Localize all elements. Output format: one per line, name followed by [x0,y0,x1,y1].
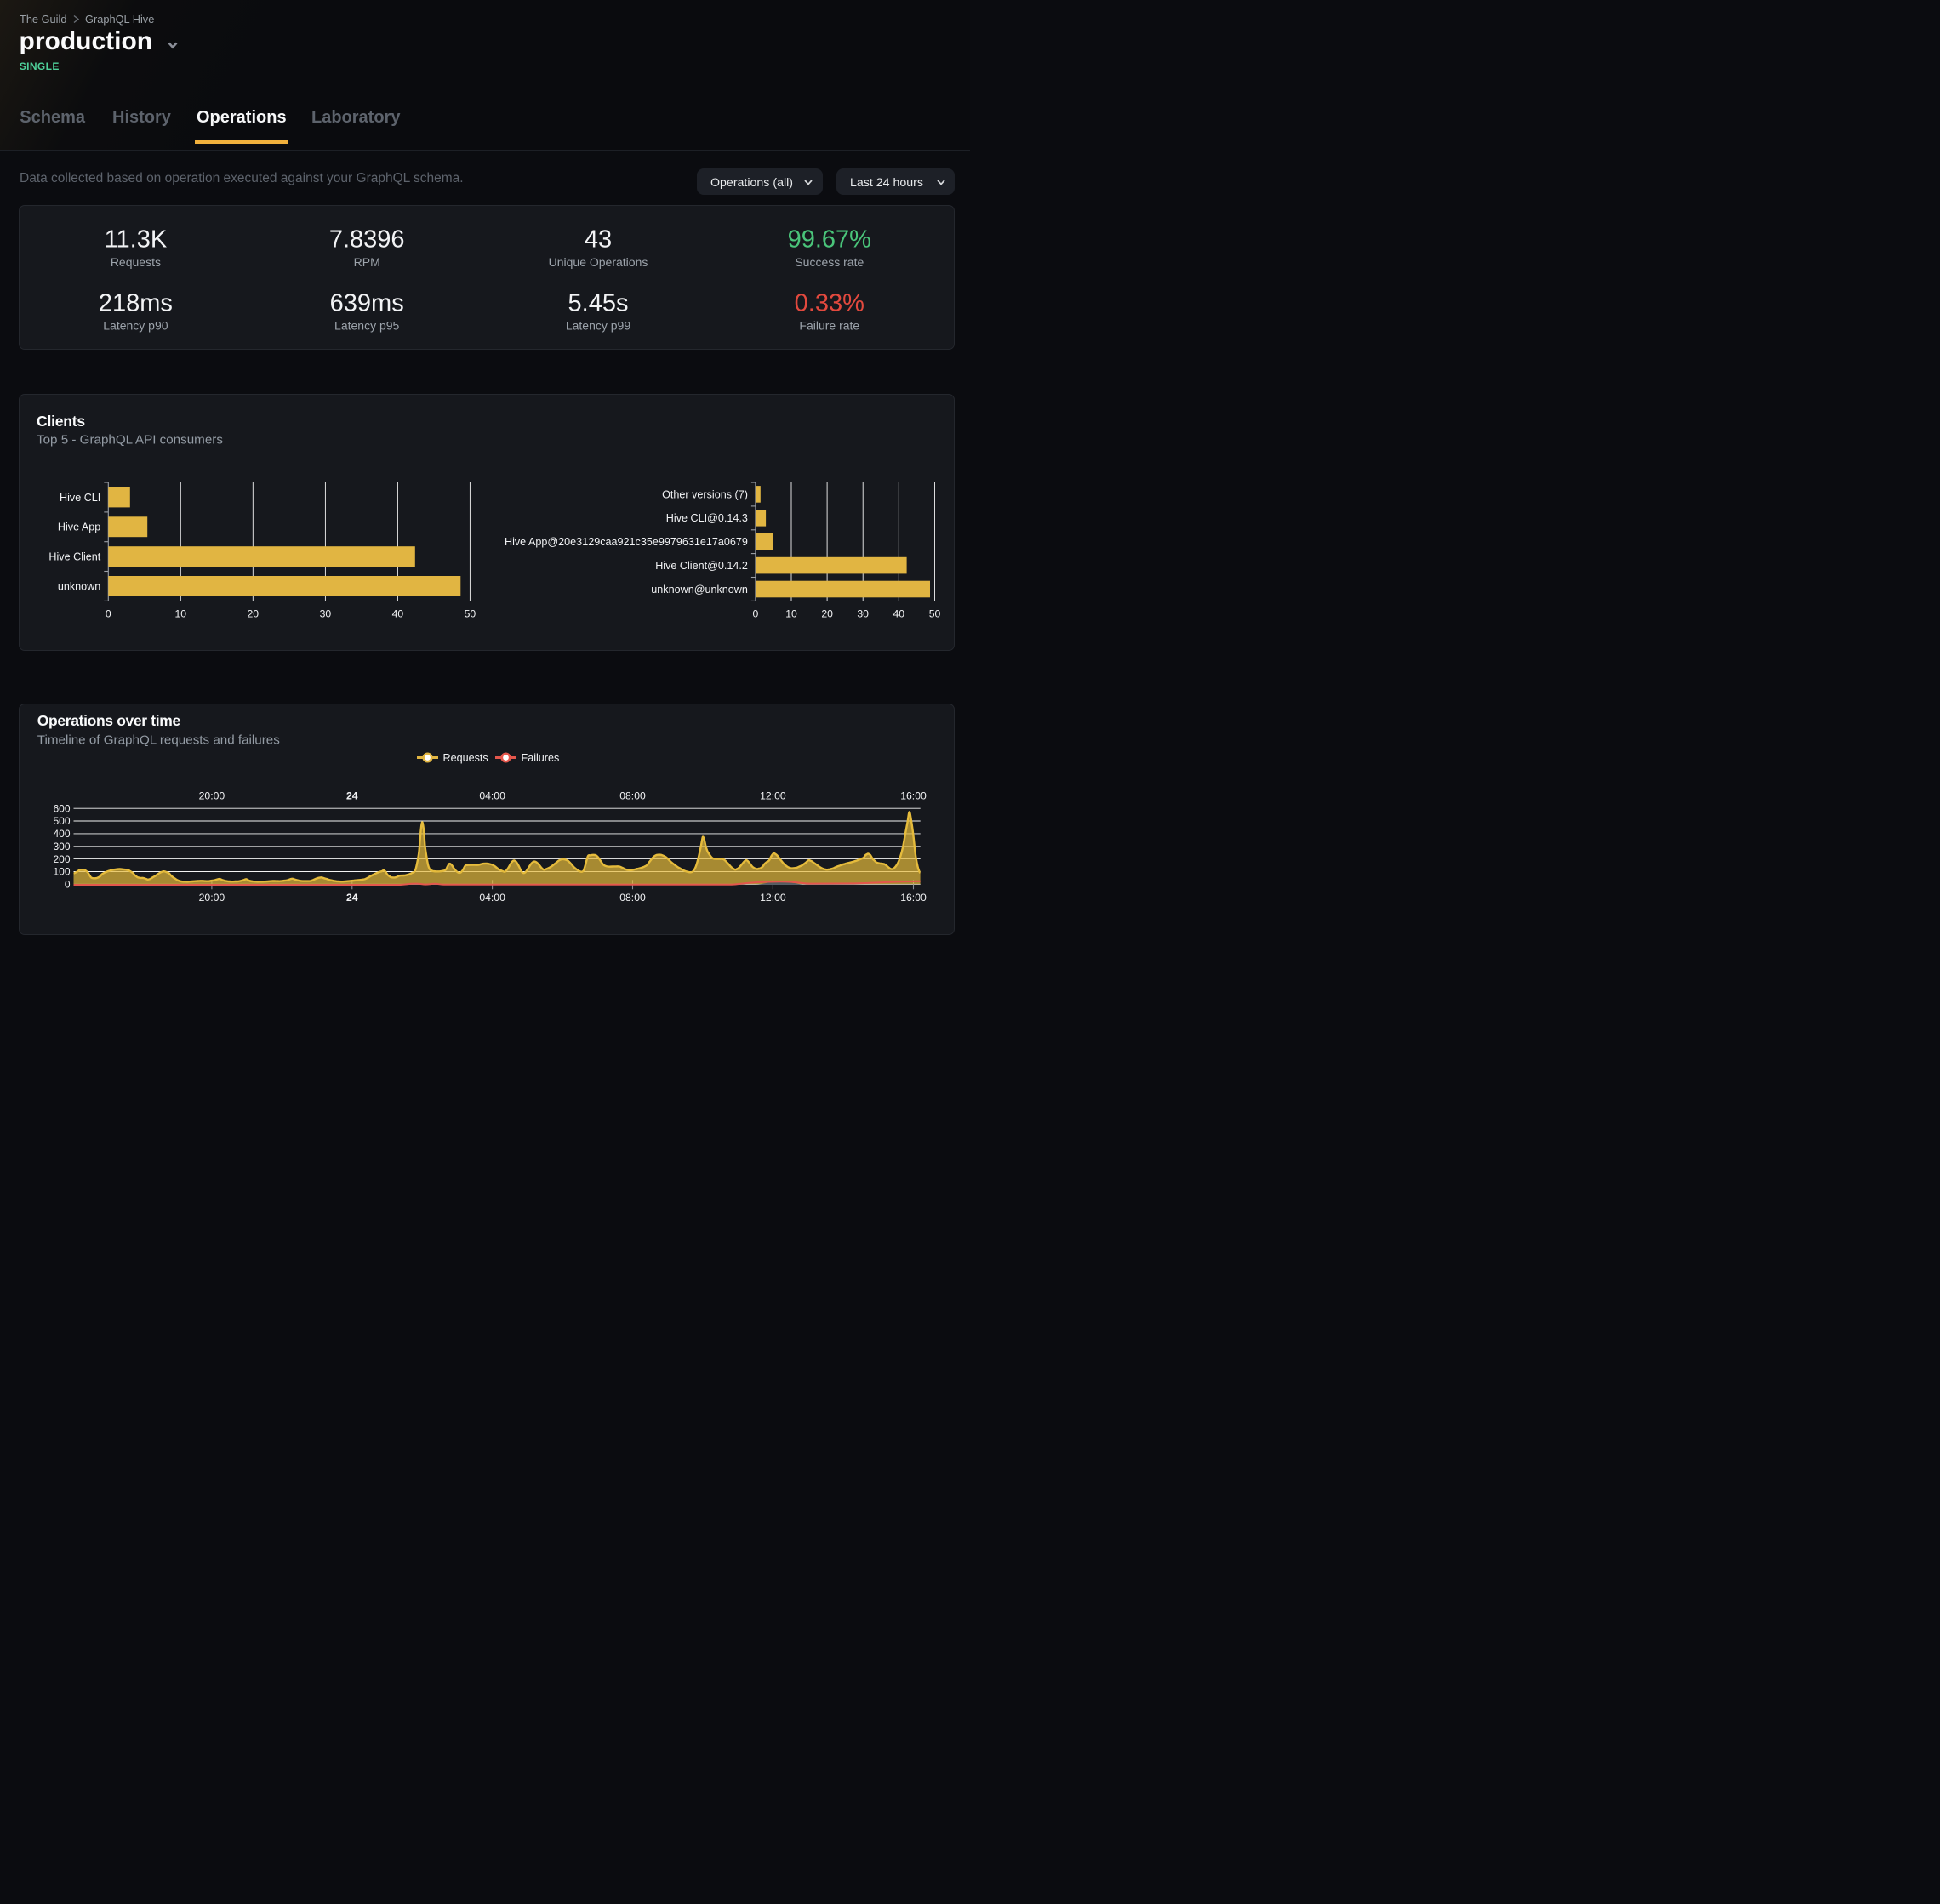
svg-text:12:00: 12:00 [760,892,786,904]
svg-text:12:00: 12:00 [760,790,786,802]
svg-text:0.33%: 0.33% [795,290,864,317]
svg-text:20:00: 20:00 [199,790,225,802]
svg-text:200: 200 [53,853,70,865]
svg-text:600: 600 [53,802,70,814]
svg-text:639ms: 639ms [330,290,404,317]
svg-text:04:00: 04:00 [479,790,505,802]
svg-text:300: 300 [53,841,70,852]
svg-text:08:00: 08:00 [619,892,646,904]
svg-text:Latency p99: Latency p99 [566,319,630,333]
svg-text:99.67%: 99.67% [788,226,871,254]
svg-text:43: 43 [585,226,612,254]
svg-text:10: 10 [785,608,797,620]
svg-text:400: 400 [53,828,70,840]
svg-text:30: 30 [857,608,869,620]
svg-text:Timeline of GraphQL requests a: Timeline of GraphQL requests and failure… [37,733,280,747]
svg-text:Other versions (7): Other versions (7) [662,488,748,500]
svg-text:0: 0 [753,608,759,620]
svg-text:Latency p95: Latency p95 [334,319,399,333]
svg-text:7.8396: 7.8396 [329,226,405,254]
svg-text:RPM: RPM [354,255,380,269]
svg-text:20:00: 20:00 [199,892,225,904]
svg-text:Latency p90: Latency p90 [103,319,168,333]
svg-text:50: 50 [929,608,941,620]
svg-text:Hive CLI@0.14.3: Hive CLI@0.14.3 [666,512,748,524]
svg-text:10: 10 [175,608,187,620]
svg-text:50: 50 [465,608,476,620]
svg-text:20: 20 [248,608,260,620]
svg-text:40: 40 [893,608,905,620]
svg-text:Unique Operations: Unique Operations [549,255,648,269]
svg-text:5.45s: 5.45s [568,290,629,317]
svg-text:16:00: 16:00 [900,892,927,904]
svg-text:Hive App: Hive App [58,522,100,533]
svg-text:Requests: Requests [111,255,161,269]
svg-text:30: 30 [320,608,332,620]
svg-text:08:00: 08:00 [619,790,646,802]
svg-text:Hive Client@0.14.2: Hive Client@0.14.2 [655,560,748,572]
svg-text:Hive App@20e3129caa921c35e9979: Hive App@20e3129caa921c35e9979631e17a067… [505,536,748,548]
svg-text:16:00: 16:00 [900,790,927,802]
svg-text:Failure rate: Failure rate [799,319,859,333]
svg-text:500: 500 [53,815,70,827]
svg-text:Failures: Failures [522,752,560,764]
svg-text:24: 24 [346,892,358,904]
svg-text:Success rate: Success rate [795,255,864,269]
svg-text:20: 20 [821,608,833,620]
svg-text:Requests: Requests [443,752,488,764]
svg-text:Hive CLI: Hive CLI [60,492,100,504]
svg-text:unknown@unknown: unknown@unknown [651,584,748,596]
svg-text:100: 100 [53,866,70,878]
svg-text:Operations over time: Operations over time [37,712,181,729]
svg-text:11.3K: 11.3K [105,226,168,254]
svg-text:Clients: Clients [37,413,85,430]
svg-text:Hive Client: Hive Client [48,551,100,563]
svg-text:24: 24 [346,790,358,802]
svg-text:0: 0 [106,608,111,620]
svg-text:0: 0 [65,879,71,891]
svg-text:Top 5 - GraphQL API consumers: Top 5 - GraphQL API consumers [37,433,223,447]
svg-text:218ms: 218ms [99,290,173,317]
svg-text:unknown: unknown [58,580,100,592]
svg-text:40: 40 [392,608,404,620]
svg-text:04:00: 04:00 [479,892,505,904]
